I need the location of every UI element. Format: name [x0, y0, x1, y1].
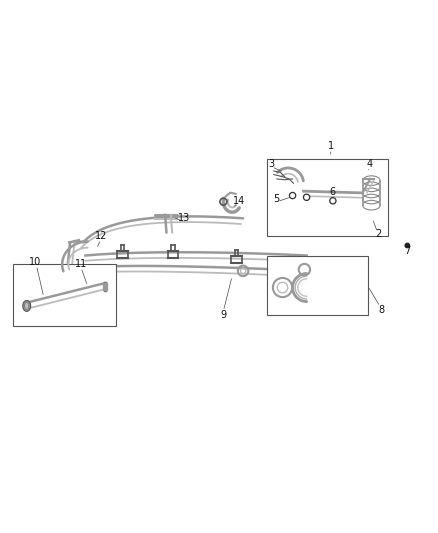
Text: 13: 13 — [178, 213, 190, 223]
Circle shape — [330, 198, 336, 204]
Circle shape — [304, 194, 310, 200]
Circle shape — [305, 196, 308, 199]
Text: 1: 1 — [328, 141, 334, 151]
Text: 14: 14 — [233, 196, 245, 206]
Circle shape — [291, 194, 294, 197]
Text: 4: 4 — [367, 159, 373, 168]
Ellipse shape — [25, 302, 29, 310]
Text: 2: 2 — [376, 229, 382, 239]
Text: 5: 5 — [273, 193, 279, 204]
Bar — [13, 264, 116, 326]
Text: 10: 10 — [29, 257, 41, 267]
Circle shape — [405, 243, 410, 248]
Text: 8: 8 — [378, 305, 384, 316]
Text: 11: 11 — [75, 260, 87, 269]
Circle shape — [331, 199, 335, 203]
Ellipse shape — [23, 301, 31, 311]
Bar — [267, 159, 388, 236]
Bar — [267, 255, 368, 314]
Bar — [103, 283, 107, 290]
Text: 12: 12 — [95, 231, 107, 241]
Circle shape — [290, 192, 296, 199]
Text: 9: 9 — [220, 310, 226, 320]
Text: 6: 6 — [330, 187, 336, 197]
Text: 3: 3 — [268, 159, 275, 168]
Text: 7: 7 — [404, 246, 410, 256]
